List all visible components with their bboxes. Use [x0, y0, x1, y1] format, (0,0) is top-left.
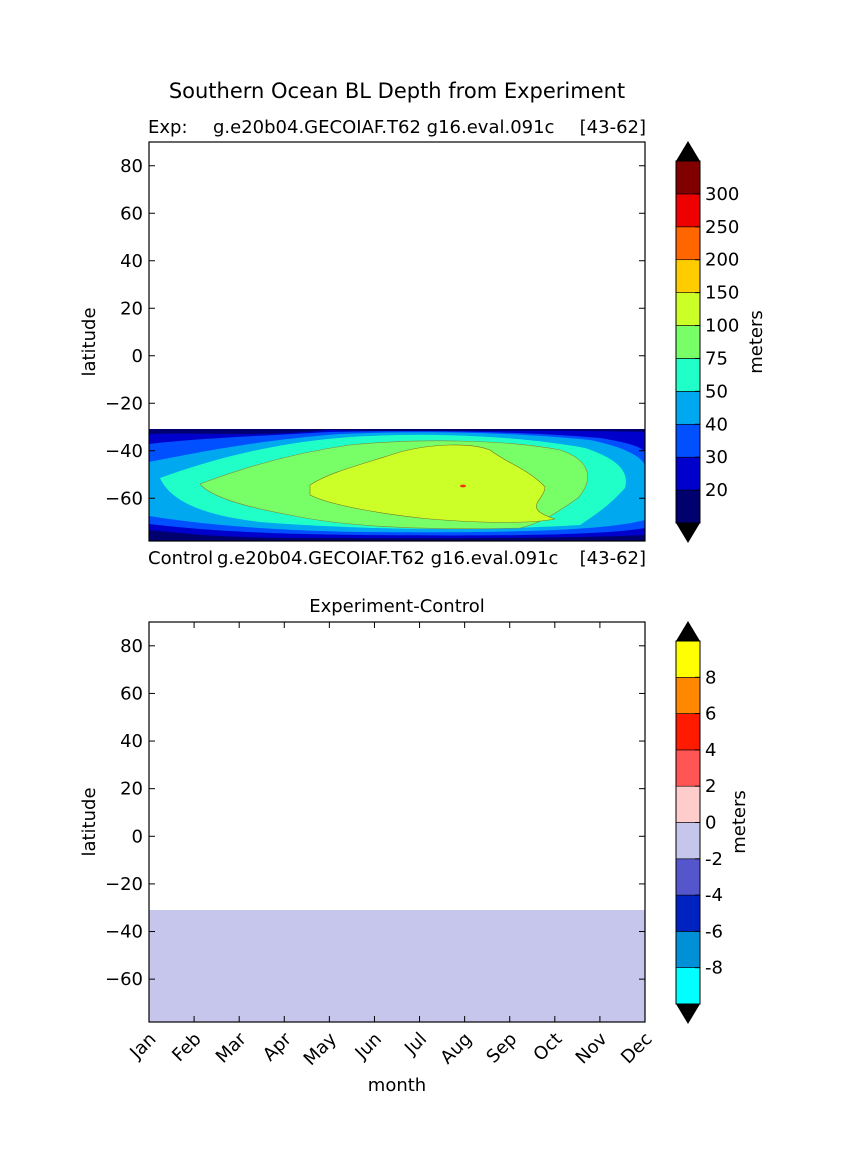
x-tick-label: Jun: [351, 1029, 386, 1064]
control-name: g.e20b04.GECOIAF.T62 g16.eval.091c: [217, 548, 558, 569]
colorbar-cell: [675, 226, 701, 261]
y-tick-label: 40: [120, 251, 143, 272]
colorbar-tick-label: 200: [705, 250, 739, 271]
y-tick-label: −60: [105, 488, 143, 509]
colorbar-tick-label: 150: [705, 283, 739, 304]
x-tick-label: Feb: [168, 1029, 205, 1066]
top-colorbar-label: meters: [746, 310, 767, 374]
colorbar-cell: [675, 785, 701, 823]
y-tick-label: 60: [120, 683, 143, 704]
y-tick-label: 0: [132, 346, 143, 367]
colorbar-tick-label: -2: [705, 849, 723, 870]
colorbar-cell: [675, 423, 701, 458]
x-tick-label: Nov: [572, 1028, 612, 1068]
colorbar-frame: [675, 160, 701, 524]
y-tick-label: −40: [105, 922, 143, 943]
top-colorbar: 20 30 40 50 75 100 150 200 250 300: [675, 141, 739, 543]
colorbar-extend-max: [676, 621, 700, 641]
colorbar-cell: [675, 858, 701, 896]
colorbar-tick-label: 30: [705, 447, 728, 468]
colorbar-tick-label: 20: [705, 480, 728, 501]
colorbar-tick-label: 75: [705, 348, 728, 369]
x-tick-label: Sep: [482, 1029, 521, 1068]
x-tick-label: Dec: [617, 1029, 656, 1068]
y-tick-label: 80: [120, 636, 143, 657]
colorbar-cell: [675, 259, 701, 293]
bottom-x-axis-label: month: [368, 1075, 426, 1096]
colorbar-tick-label: 6: [705, 704, 716, 725]
x-tick-label: Oct: [529, 1029, 566, 1066]
bottom-y-axis-label: latitude: [79, 787, 100, 856]
y-tick-label: 60: [120, 203, 143, 224]
bottom-colorbar-label: meters: [729, 790, 750, 854]
colorbar-cell: [675, 489, 701, 524]
bottom-y-axis: −60 −40 −20 0 20 40 60 80: [105, 636, 645, 990]
colorbar-tick-label: -4: [705, 885, 723, 906]
y-tick-label: −60: [105, 969, 143, 990]
y-tick-label: 0: [132, 826, 143, 847]
y-tick-label: 80: [120, 156, 143, 177]
colorbar-tick-label: 8: [705, 667, 716, 688]
control-label: Control: [148, 548, 213, 569]
colorbar-cell: [675, 325, 701, 359]
top-panel: −60 −40 −20 0 20 40 60 80 latitude: [79, 141, 646, 542]
contour-spot-200: [460, 484, 466, 488]
colorbar-cell: [675, 894, 701, 932]
colorbar-cell: [675, 456, 701, 491]
colorbar-tick-label: 300: [705, 184, 739, 205]
x-tick-label: Jul: [400, 1029, 431, 1060]
colorbar-cell: [675, 749, 701, 787]
colorbar-cell: [675, 931, 701, 969]
y-tick-label: −20: [105, 874, 143, 895]
colorbar-cell: [675, 640, 701, 678]
exp-label: Exp:: [148, 117, 188, 138]
colorbar-tick-label: 2: [705, 776, 716, 797]
colorbar-tick-label: 40: [705, 414, 728, 435]
exp-years: [43-62]: [580, 117, 646, 138]
colorbar-tick-label: 0: [705, 813, 716, 834]
colorbar-cell: [675, 676, 701, 714]
colorbar-cell: [675, 160, 701, 195]
y-tick-label: 20: [120, 298, 143, 319]
colorbar-cell: [675, 822, 701, 860]
colorbar-cell: [675, 292, 701, 326]
colorbar-tick-label: 4: [705, 740, 716, 761]
colorbar-tick-label: 50: [705, 381, 728, 402]
top-plot-frame: [148, 141, 646, 542]
x-tick-label: Mar: [212, 1028, 251, 1067]
figure-title: Southern Ocean BL Depth from Experiment: [169, 79, 625, 103]
x-tick-label: Aug: [436, 1029, 476, 1069]
top-y-axis: −60 −40 −20 0 20 40 60 80: [105, 156, 645, 509]
exp-name: g.e20b04.GECOIAF.T62 g16.eval.091c: [213, 117, 554, 138]
colorbar-extend-min: [676, 523, 700, 543]
difference-field: [149, 910, 645, 1022]
bottom-plot-frame: [148, 621, 646, 1023]
colorbar-extend-min: [676, 1004, 700, 1024]
x-tick-label: Jan: [125, 1029, 160, 1064]
y-tick-label: 40: [120, 731, 143, 752]
colorbar-extend-max: [676, 141, 700, 161]
y-tick-label: 20: [120, 779, 143, 800]
top-contour-field: [149, 429, 645, 541]
x-tick-label: Apr: [259, 1028, 296, 1065]
colorbar-cell: [675, 713, 701, 751]
colorbar-cell: [675, 358, 701, 392]
control-years: [43-62]: [580, 548, 646, 569]
bottom-colorbar: -8 -6 -4 -2 0 2 4 6 8: [675, 621, 723, 1024]
top-y-axis-label: latitude: [79, 307, 100, 376]
bottom-title: Experiment-Control: [309, 596, 485, 617]
contour-band-150: [309, 444, 556, 523]
colorbar-cell: [675, 967, 701, 1005]
bottom-panel: −60 −40 −20 0 20 40 60 80 Jan Feb Mar Apr May Jun Jul…: [79, 621, 657, 1096]
colorbar-cell: [675, 193, 701, 228]
colorbar-tick-label: -6: [705, 921, 723, 942]
colorbar-tick-label: 100: [705, 316, 739, 337]
colorbar-tick-label: 250: [705, 217, 739, 238]
y-tick-label: −20: [105, 393, 143, 414]
colorbar-cell: [675, 391, 701, 425]
y-tick-label: −40: [105, 441, 143, 462]
colorbar-tick-label: -8: [705, 958, 723, 979]
x-tick-label: May: [300, 1028, 341, 1069]
